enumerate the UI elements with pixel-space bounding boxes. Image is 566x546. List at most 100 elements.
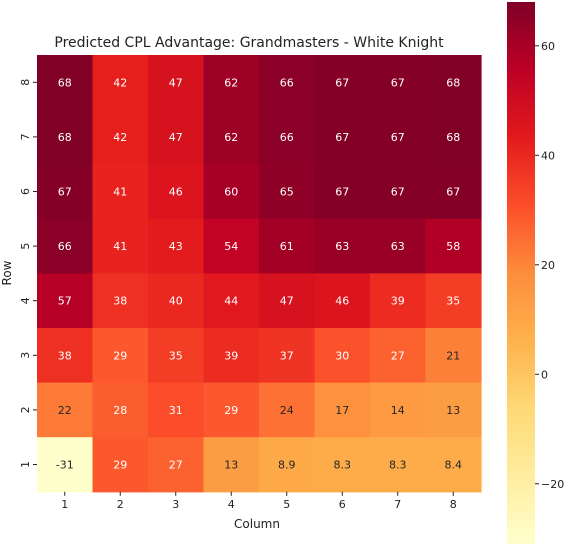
y-axis-ticks: 8 7 6 5 4 3 2 1 <box>19 79 37 468</box>
heatmap-cell <box>92 55 149 111</box>
heatmap-cell <box>425 382 482 438</box>
heatmap-cell <box>259 328 316 384</box>
y-tick-label: 2 <box>19 406 32 413</box>
heatmap-cell <box>314 382 371 438</box>
heatmap-cell <box>425 218 482 274</box>
cell-value-label: 61 <box>280 240 294 253</box>
heatmap-cell <box>370 437 427 493</box>
heatmap-cell <box>314 164 371 220</box>
heatmap-cell <box>425 273 482 329</box>
colorbar-ticks: −20 0 20 40 60 <box>535 40 564 491</box>
cell-value-label: 35 <box>169 349 183 362</box>
cell-value-label: 27 <box>391 349 405 362</box>
cell-value-label: 62 <box>224 131 238 144</box>
cell-value-label: 67 <box>58 186 72 199</box>
cell-value-label: 39 <box>391 295 405 308</box>
cell-value-label: 8.3 <box>389 459 407 472</box>
heatmap-cell <box>370 55 427 111</box>
heatmap-cell <box>37 218 94 274</box>
heatmap-cell <box>37 273 94 329</box>
heatmap-cell <box>259 218 316 274</box>
chart-title: Predicted CPL Advantage: Grandmasters - … <box>54 35 444 51</box>
heatmap-cell <box>92 273 149 329</box>
cell-value-label: 68 <box>58 131 72 144</box>
cell-value-label: 35 <box>446 295 460 308</box>
cell-value-label: 42 <box>113 76 127 89</box>
heatmap-cell <box>37 437 94 493</box>
heatmap-cell <box>370 109 427 165</box>
cell-value-label: 54 <box>224 240 238 253</box>
cell-value-label: 40 <box>169 295 183 308</box>
heatmap-cell <box>148 382 205 438</box>
heatmap-cell <box>203 273 260 329</box>
cell-value-label: 8.3 <box>334 459 352 472</box>
heatmap-cell <box>425 328 482 384</box>
x-tick-label: 8 <box>450 498 457 511</box>
cell-value-label: 29 <box>113 459 127 472</box>
cell-value-label: 67 <box>335 131 349 144</box>
colorbar-tick-label: −20 <box>541 478 564 491</box>
y-tick-label: 3 <box>19 352 32 359</box>
heatmap-cell <box>203 55 260 111</box>
y-tick-label: 7 <box>19 133 32 140</box>
heatmap-cell <box>148 437 205 493</box>
colorbar <box>507 2 535 544</box>
cell-value-label: 47 <box>169 76 183 89</box>
cell-value-label: 68 <box>446 131 460 144</box>
heatmap-cell <box>425 164 482 220</box>
heatmap-cell <box>203 109 260 165</box>
cell-value-label: 38 <box>58 349 72 362</box>
heatmap-cell <box>37 328 94 384</box>
cell-value-label: 37 <box>280 349 294 362</box>
y-tick-label: 6 <box>19 188 32 195</box>
cell-value-label: 29 <box>113 349 127 362</box>
x-tick-label: 5 <box>283 498 290 511</box>
cell-value-label: 47 <box>280 295 294 308</box>
cell-value-label: 8.4 <box>445 459 463 472</box>
cell-value-label: 57 <box>58 295 72 308</box>
heatmap-cell <box>148 218 205 274</box>
heatmap-cell <box>148 164 205 220</box>
y-tick-label: 8 <box>19 79 32 86</box>
heatmap-cell <box>92 164 149 220</box>
heatmap-cell <box>259 382 316 438</box>
x-tick-label: 3 <box>172 498 179 511</box>
heatmap-cell <box>425 55 482 111</box>
heatmap-cell <box>370 218 427 274</box>
cell-value-label: 41 <box>113 186 127 199</box>
y-tick-label: 5 <box>19 243 32 250</box>
heatmap-cell <box>203 218 260 274</box>
heatmap-cell <box>425 109 482 165</box>
heatmap-cell <box>314 109 371 165</box>
cell-value-label: 63 <box>391 240 405 253</box>
heatmap-cell <box>259 109 316 165</box>
heatmap-cell <box>314 273 371 329</box>
cell-value-label: 68 <box>58 76 72 89</box>
heatmap-cell <box>259 273 316 329</box>
heatmap-cell <box>203 437 260 493</box>
y-tick-label: 4 <box>19 297 32 304</box>
cell-value-label: 31 <box>169 404 183 417</box>
heatmap-cell <box>37 109 94 165</box>
heatmap-cell <box>370 164 427 220</box>
cell-value-label: 62 <box>224 76 238 89</box>
cell-value-label: 60 <box>224 186 238 199</box>
heatmap-cell <box>92 328 149 384</box>
heatmap-cell <box>203 382 260 438</box>
heatmap-cell <box>92 382 149 438</box>
cell-value-label: 13 <box>224 459 238 472</box>
cell-value-label: 43 <box>169 240 183 253</box>
heatmap-cell <box>259 55 316 111</box>
x-tick-label: 2 <box>117 498 124 511</box>
cell-value-label: 67 <box>446 186 460 199</box>
heatmap-cell <box>314 55 371 111</box>
cell-value-label: 27 <box>169 459 183 472</box>
cell-value-label: 44 <box>224 295 238 308</box>
cell-value-label: 46 <box>169 186 183 199</box>
cell-value-label: 67 <box>391 186 405 199</box>
cell-value-label: 47 <box>169 131 183 144</box>
heatmap-cell <box>92 109 149 165</box>
cell-value-label: 17 <box>335 404 349 417</box>
colorbar-tick-label: 0 <box>541 368 548 381</box>
cell-value-label: 46 <box>335 295 349 308</box>
